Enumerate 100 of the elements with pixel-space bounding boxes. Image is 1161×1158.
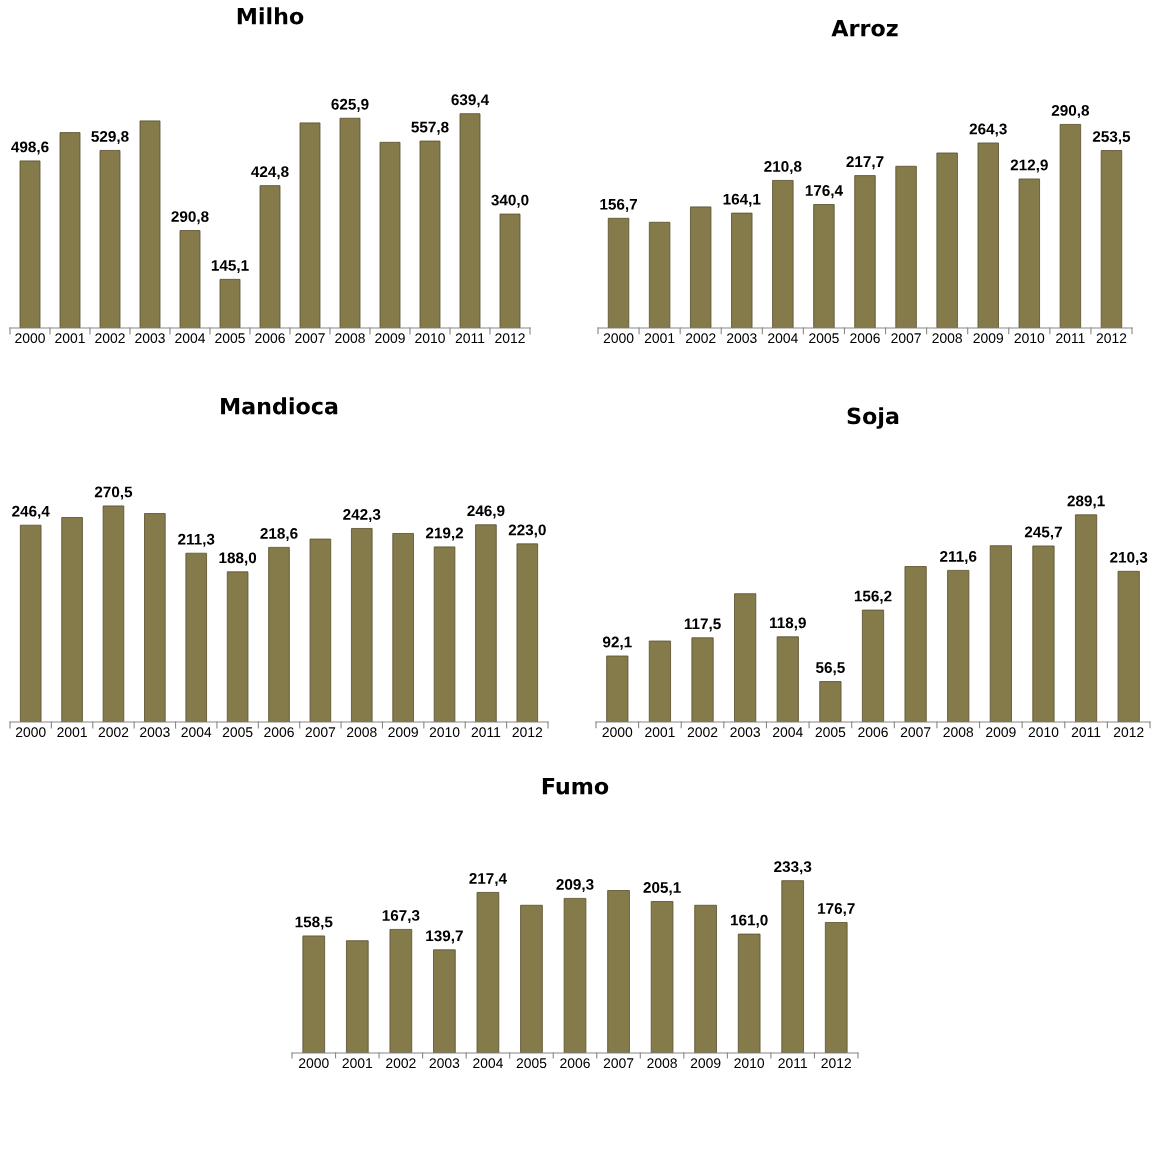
x-tick-label: 2008 <box>347 727 377 738</box>
x-tick-label: 2005 <box>815 727 846 738</box>
bar <box>694 904 717 1053</box>
x-tick-label: 2009 <box>388 727 418 738</box>
x-tick-label: 2003 <box>429 1058 460 1069</box>
bar <box>459 113 481 328</box>
bar <box>339 117 361 328</box>
chart-title: Arroz <box>831 19 898 37</box>
x-tick-label: 2002 <box>386 1058 416 1069</box>
x-tick-label: 2006 <box>858 727 888 738</box>
data-label: 167,3 <box>382 910 420 924</box>
data-label: 270,5 <box>94 486 133 500</box>
data-label: 158,5 <box>295 916 333 930</box>
data-label: 253,5 <box>1092 131 1131 145</box>
x-tick-label: 2000 <box>299 1058 329 1069</box>
bar <box>648 640 671 722</box>
x-tick-label: 2007 <box>891 333 921 344</box>
data-label: 92,1 <box>602 636 632 650</box>
data-label: 145,1 <box>211 260 249 274</box>
x-tick-label: 2001 <box>342 1058 373 1069</box>
bar <box>607 217 630 328</box>
bar <box>648 221 671 328</box>
x-tick-label: 2005 <box>516 1058 547 1069</box>
bar <box>607 890 630 1053</box>
data-label: 219,2 <box>425 527 464 541</box>
data-label: 290,8 <box>171 211 209 225</box>
bar <box>977 142 999 328</box>
bar <box>99 150 121 328</box>
x-tick-label: 2004 <box>773 727 803 738</box>
x-tick-label: 2002 <box>685 333 716 344</box>
x-tick-label: 2003 <box>730 727 760 738</box>
bar <box>947 569 970 722</box>
x-tick-label: 2006 <box>850 333 880 344</box>
x-tick-label: 2003 <box>135 333 165 344</box>
x-tick-label: 2002 <box>98 727 129 738</box>
bar <box>1075 514 1098 722</box>
data-label: 176,7 <box>818 903 855 917</box>
bar <box>936 152 958 328</box>
bar <box>226 571 249 722</box>
bar <box>691 637 714 722</box>
x-tick-label: 2011 <box>455 333 485 344</box>
data-label: 118,9 <box>770 617 806 631</box>
data-label: 156,2 <box>854 590 892 604</box>
x-tick-label: 2004 <box>181 727 212 738</box>
bar <box>299 122 321 328</box>
bar <box>650 901 674 1053</box>
chart-title: Fumo <box>542 777 609 795</box>
bar <box>379 141 401 328</box>
data-label: 233,3 <box>774 861 812 875</box>
data-label: 56,5 <box>815 662 845 676</box>
x-tick-label: 2007 <box>900 727 931 738</box>
bar <box>476 892 500 1053</box>
data-label: 498,6 <box>11 141 49 155</box>
data-label: 424,8 <box>251 166 289 180</box>
bar <box>606 655 629 722</box>
bar <box>19 160 41 328</box>
bar <box>819 681 842 722</box>
bar <box>1100 150 1123 328</box>
bar <box>302 935 326 1053</box>
x-tick-label: 2004 <box>768 333 798 344</box>
bar <box>475 524 497 722</box>
data-label: 557,8 <box>411 121 449 135</box>
bar <box>813 204 835 328</box>
x-tick-label: 2002 <box>687 727 718 738</box>
chart-title: Mandioca <box>221 397 338 415</box>
bar <box>351 528 373 722</box>
x-tick-label: 2011 <box>1056 333 1085 344</box>
chart-title: Soja <box>847 407 899 429</box>
x-tick-label: 2009 <box>986 727 1016 738</box>
x-tick-label: 2005 <box>809 333 839 344</box>
data-label: 639,4 <box>451 94 490 108</box>
x-tick-label: 2007 <box>295 333 325 344</box>
data-label: 340,0 <box>491 194 529 208</box>
x-tick-label: 2000 <box>15 727 46 738</box>
data-label: 245,7 <box>1024 526 1062 540</box>
bar <box>392 533 414 722</box>
x-tick-label: 2002 <box>95 333 125 344</box>
x-tick-label: 2004 <box>175 333 206 344</box>
x-tick-label: 2003 <box>727 333 757 344</box>
x-tick-label: 2012 <box>1096 333 1127 344</box>
x-tick-label: 2000 <box>602 727 633 738</box>
bar <box>772 180 794 328</box>
bar <box>433 949 456 1053</box>
data-label: 529,8 <box>91 131 129 145</box>
data-label: 188,0 <box>219 552 257 566</box>
x-tick-label: 2011 <box>778 1058 807 1069</box>
x-tick-label: 2001 <box>57 727 87 738</box>
x-tick-label: 2005 <box>222 727 253 738</box>
x-tick-label: 2000 <box>15 333 45 344</box>
bar <box>259 185 281 328</box>
x-tick-label: 2005 <box>215 333 245 344</box>
bar <box>737 933 761 1053</box>
bar <box>1018 178 1040 328</box>
x-tick-label: 2008 <box>647 1058 677 1069</box>
bar <box>61 517 83 722</box>
data-label: 210,8 <box>764 161 802 175</box>
data-label: 156,7 <box>600 198 637 212</box>
bar <box>1032 545 1055 722</box>
bar <box>854 175 876 328</box>
data-label: 246,4 <box>12 505 50 519</box>
